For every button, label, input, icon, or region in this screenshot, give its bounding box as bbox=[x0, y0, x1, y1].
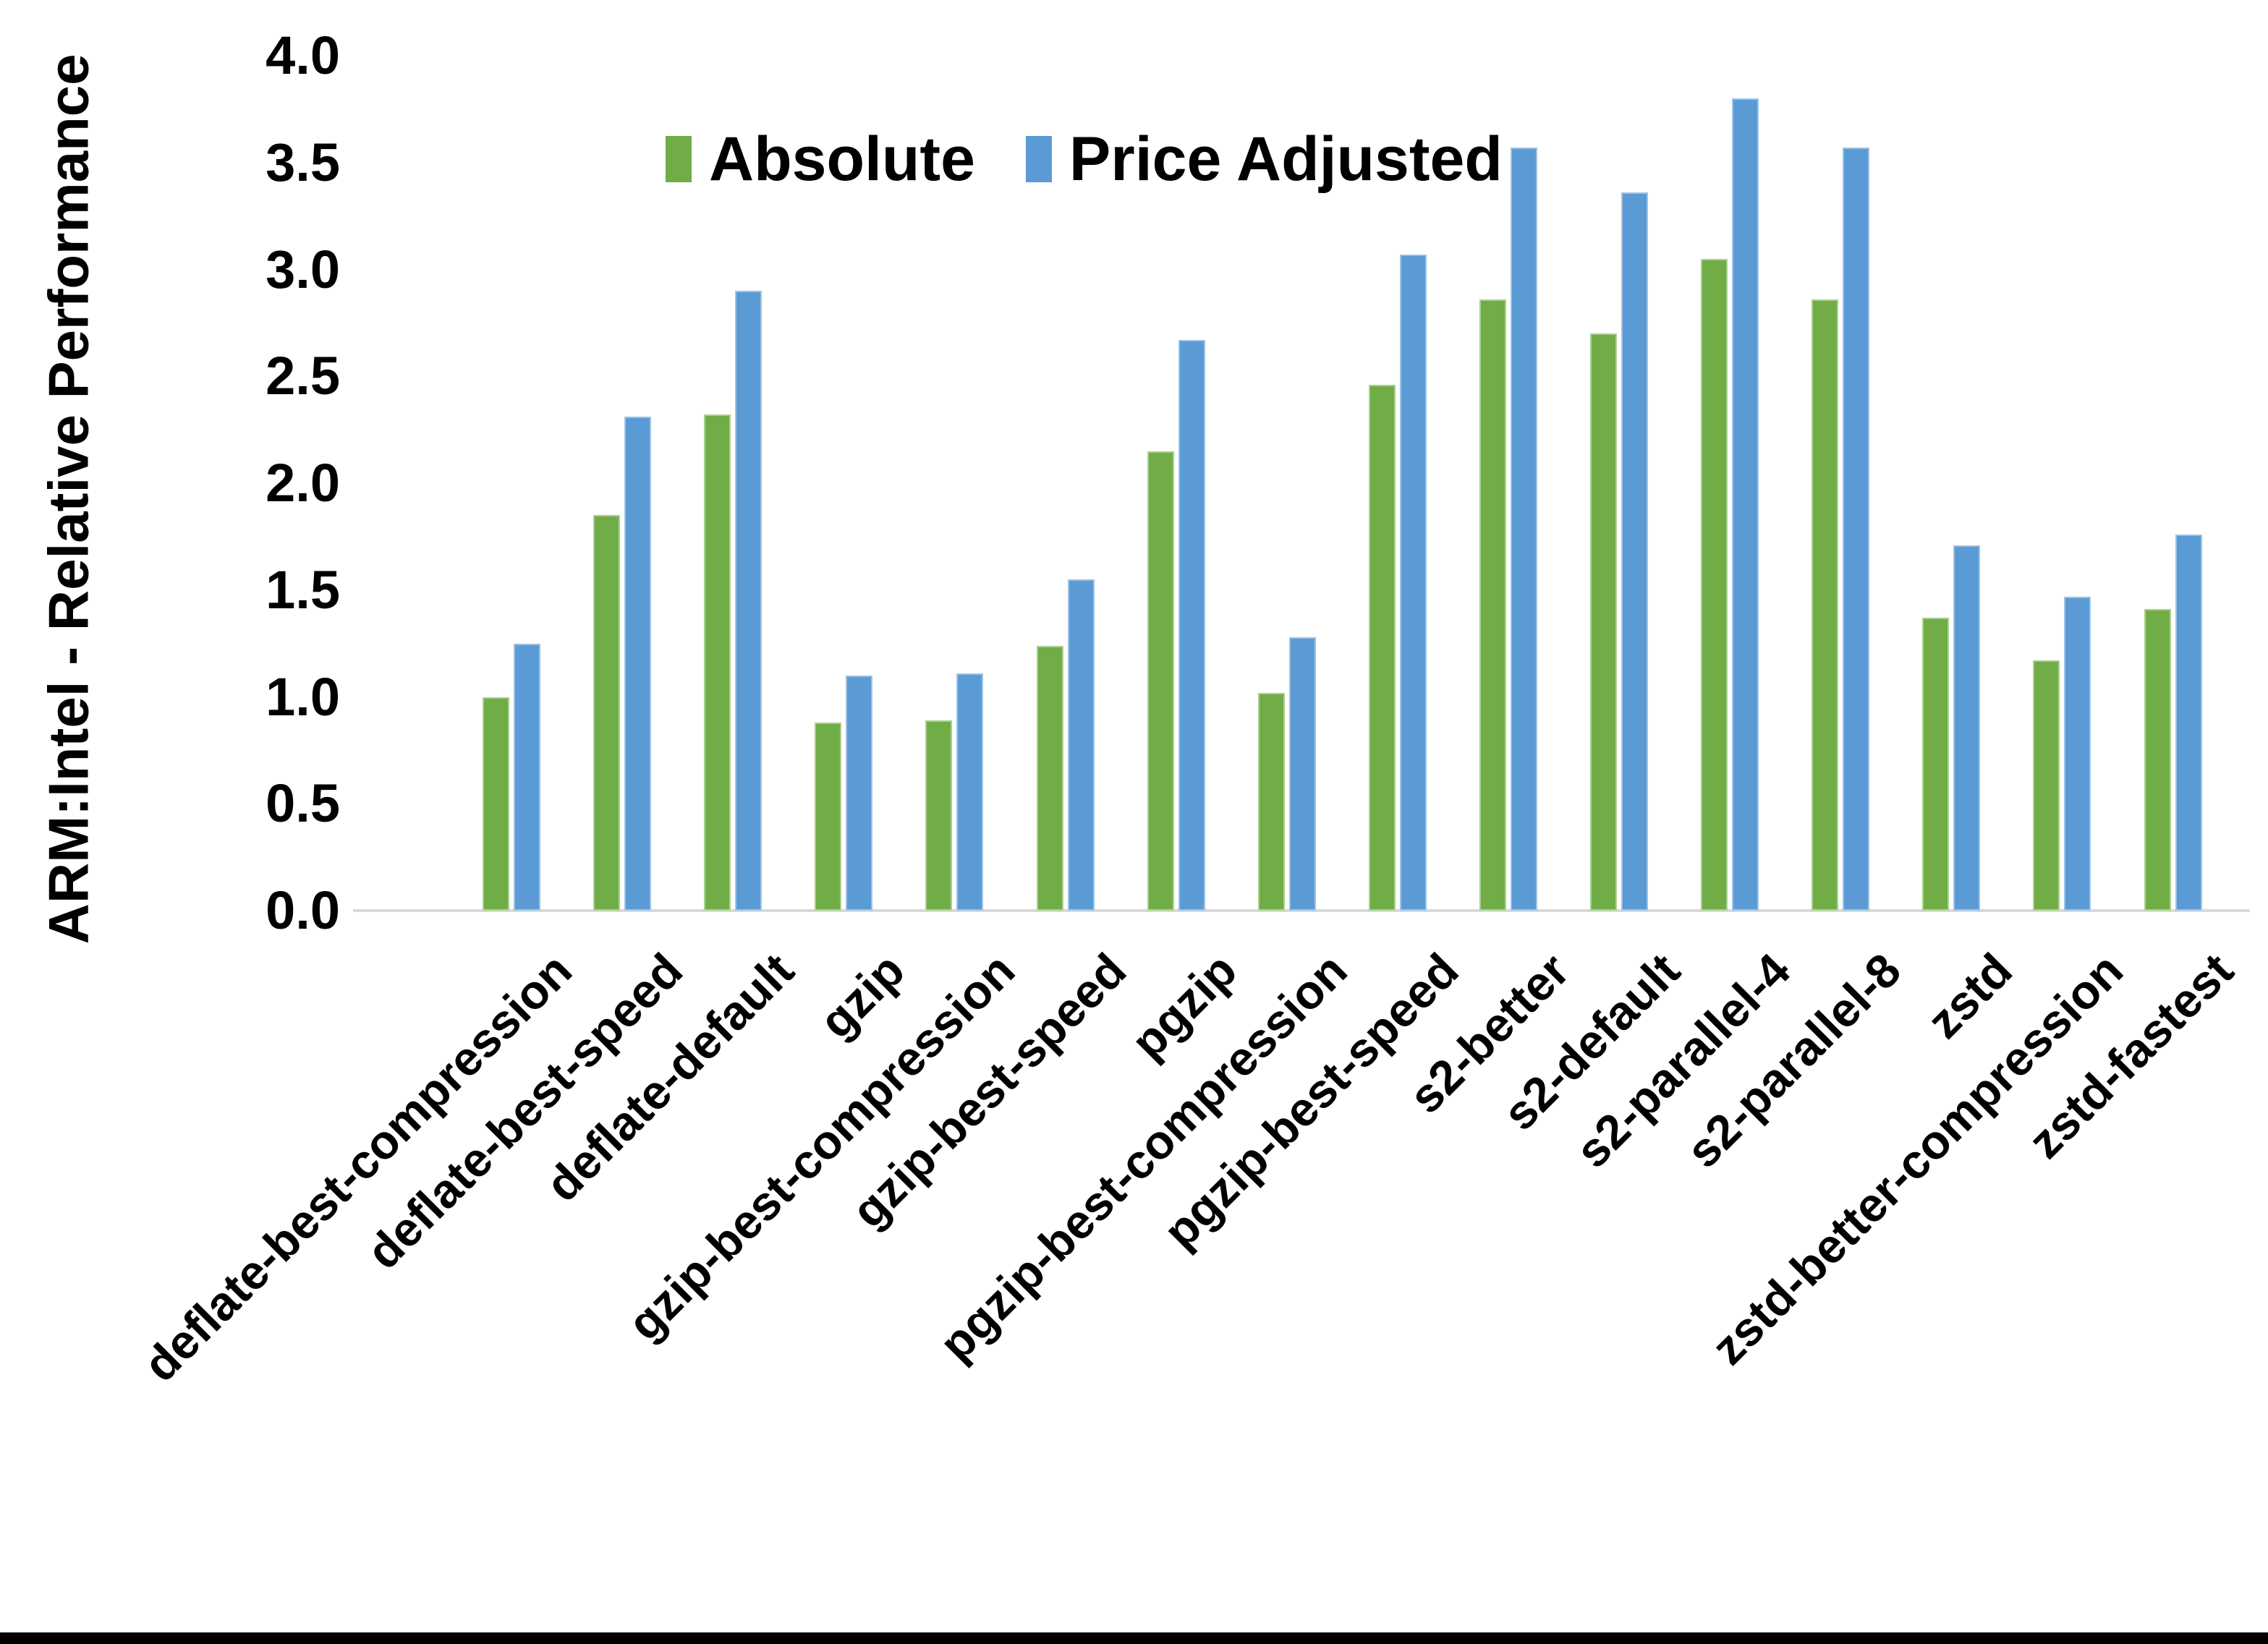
bar-absolute bbox=[815, 722, 842, 911]
legend: Absolute Price Adjusted bbox=[666, 108, 1503, 210]
bar-price-adjusted bbox=[1510, 148, 1537, 911]
bar-absolute bbox=[1812, 299, 1839, 911]
bar-price-adjusted bbox=[1067, 579, 1095, 911]
bar-price-adjusted bbox=[2064, 596, 2091, 911]
bar-price-adjusted bbox=[1399, 254, 1427, 911]
x-axis-line bbox=[353, 909, 2250, 912]
legend-label-absolute: Absolute bbox=[709, 124, 975, 194]
y-axis-tick-label: 4.0 bbox=[266, 25, 340, 85]
bar-price-adjusted bbox=[735, 291, 763, 911]
bar-price-adjusted bbox=[956, 673, 984, 911]
bar-price-adjusted bbox=[846, 675, 873, 911]
bar-absolute bbox=[1590, 333, 1617, 911]
bar-absolute bbox=[1036, 645, 1063, 911]
bar-price-adjusted bbox=[1843, 148, 1870, 911]
y-axis-tick-label: 3.5 bbox=[266, 132, 340, 192]
legend-swatch-price-adjusted-icon bbox=[1025, 136, 1052, 182]
bar-price-adjusted bbox=[1953, 545, 1981, 911]
legend-label-price-adjusted: Price Adjusted bbox=[1069, 124, 1503, 194]
bar-absolute bbox=[2144, 609, 2171, 911]
bar-absolute bbox=[1479, 299, 1506, 911]
legend-swatch-absolute-icon bbox=[666, 136, 692, 182]
bar-absolute bbox=[1368, 385, 1396, 911]
y-axis-tick-label: 2.5 bbox=[266, 346, 340, 406]
x-axis-label: deflate-best-compression bbox=[133, 942, 582, 1392]
y-axis-tick-label: 0.5 bbox=[266, 773, 340, 834]
y-axis-tick-label: 1.0 bbox=[266, 666, 340, 727]
bar-absolute bbox=[483, 697, 509, 911]
bottom-border bbox=[0, 1632, 2268, 1644]
bar-price-adjusted bbox=[1288, 636, 1316, 911]
legend-item-absolute: Absolute bbox=[666, 124, 975, 195]
bar-price-adjusted bbox=[514, 643, 540, 911]
bar-price-adjusted bbox=[1178, 340, 1205, 911]
bar-price-adjusted bbox=[1732, 98, 1759, 911]
bar-absolute bbox=[1922, 618, 1950, 911]
bar-absolute bbox=[1257, 692, 1285, 911]
bar-absolute bbox=[1147, 451, 1174, 911]
bar-price-adjusted bbox=[624, 417, 652, 911]
y-axis-tick-label: 1.5 bbox=[266, 559, 340, 620]
bar-price-adjusted bbox=[2175, 534, 2202, 911]
y-axis-tick-label: 3.0 bbox=[266, 239, 340, 299]
y-axis-title: ARM:Intel - Relative Performance bbox=[36, 54, 101, 945]
bar-absolute bbox=[2033, 660, 2060, 911]
legend-item-price-adjusted: Price Adjusted bbox=[1025, 124, 1503, 195]
y-axis-tick-label: 2.0 bbox=[266, 453, 340, 513]
bar-absolute bbox=[704, 414, 731, 911]
bar-absolute bbox=[1701, 258, 1728, 911]
bar-price-adjusted bbox=[1621, 192, 1648, 911]
y-axis-tick-label: 0.0 bbox=[266, 880, 340, 940]
bar-absolute bbox=[925, 720, 953, 911]
bar-absolute bbox=[593, 515, 621, 911]
